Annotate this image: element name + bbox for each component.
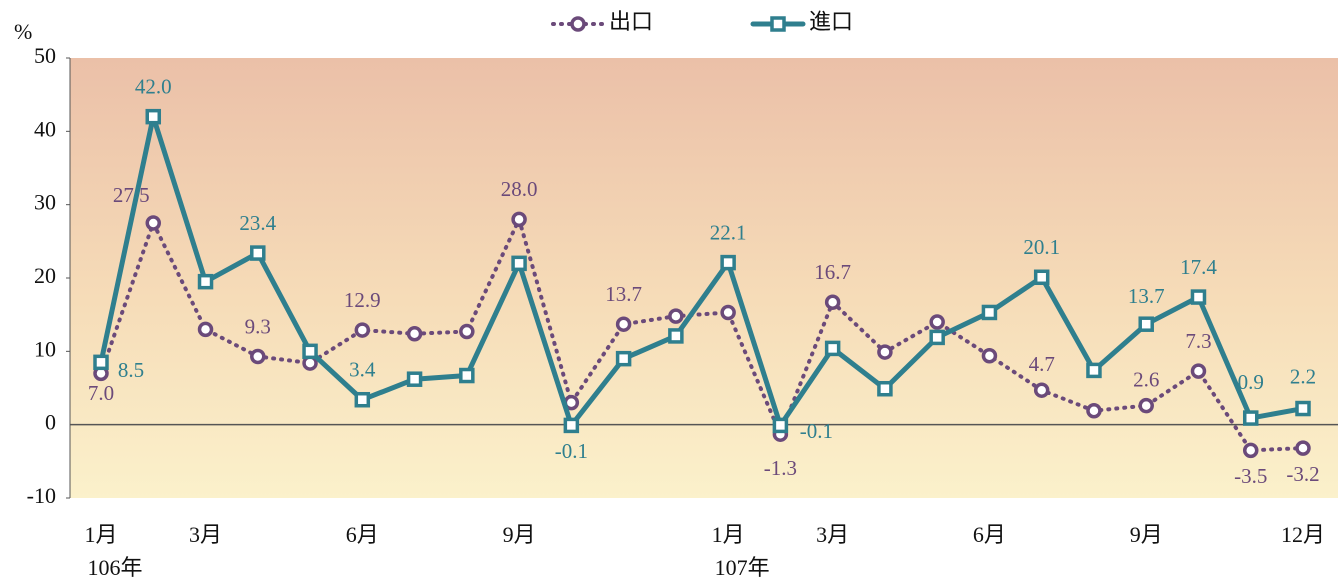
data-label: 7.3 [1185, 329, 1211, 353]
point [250, 348, 266, 365]
point [93, 354, 109, 371]
point [406, 325, 423, 342]
point [354, 391, 371, 408]
year-label: 106年 [87, 555, 142, 580]
point [1138, 397, 1154, 414]
point [877, 380, 893, 397]
data-label: 9.3 [245, 314, 271, 338]
point [459, 367, 475, 384]
point [1242, 442, 1259, 459]
data-label: -0.1 [555, 439, 588, 463]
data-label: 20.1 [1023, 235, 1060, 259]
y-tick-label: -10 [27, 483, 56, 508]
x-tick-label: 1月 [712, 522, 745, 547]
x-tick-label: 3月 [816, 522, 849, 547]
data-label: 7.0 [88, 381, 114, 405]
year-label: 107年 [715, 555, 770, 580]
point [1086, 402, 1102, 419]
y-tick-label: 30 [34, 190, 56, 215]
data-label: 12.9 [344, 288, 381, 312]
point [1033, 382, 1050, 398]
legend-label: 出口 [609, 9, 653, 34]
x-tick-label: 9月 [1130, 522, 1163, 547]
point [720, 254, 736, 271]
data-label: -1.3 [764, 456, 797, 480]
point [615, 316, 632, 332]
point [981, 347, 998, 364]
data-label: 22.1 [710, 220, 747, 244]
point [250, 245, 266, 261]
data-label: 23.4 [239, 211, 276, 235]
data-label: 27.5 [113, 183, 150, 207]
plot-area [70, 58, 1338, 498]
point [1295, 400, 1311, 417]
y-tick-label: 20 [34, 263, 56, 288]
data-label: 3.4 [349, 358, 376, 382]
data-label: 2.6 [1133, 367, 1159, 391]
y-tick-label: 10 [34, 336, 56, 361]
point [1086, 362, 1102, 379]
y-tick-label: 0 [45, 410, 56, 435]
x-tick-label: 6月 [346, 522, 379, 547]
data-label: 13.7 [605, 282, 642, 306]
point [929, 329, 945, 346]
data-label: 28.0 [501, 177, 538, 201]
point [877, 344, 893, 360]
data-label: 4.7 [1029, 352, 1055, 376]
point [772, 417, 789, 434]
data-label: 16.7 [814, 260, 851, 284]
point [511, 211, 527, 228]
point [668, 308, 684, 324]
point [563, 417, 580, 434]
point [1190, 289, 1207, 305]
point [981, 304, 998, 321]
point [824, 340, 841, 357]
y-tick-label: 50 [34, 43, 56, 68]
point [406, 371, 423, 387]
point [1295, 440, 1311, 456]
point [1033, 269, 1050, 286]
data-label: 13.7 [1128, 284, 1165, 308]
point [1190, 363, 1207, 379]
x-tick-label: 1月 [84, 522, 117, 547]
point [511, 255, 527, 272]
data-label: 0.9 [1238, 370, 1264, 394]
point [459, 323, 475, 340]
y-axis-label: % [14, 19, 32, 44]
series-line [99, 217, 1305, 453]
data-label: -3.5 [1234, 464, 1267, 488]
data-label: -0.1 [800, 419, 833, 443]
point [302, 343, 318, 360]
data-label: -3.2 [1286, 462, 1319, 486]
y-tick-label: 40 [34, 116, 56, 141]
legend-marker [770, 16, 786, 32]
point [1242, 410, 1259, 426]
point [720, 304, 736, 321]
point [354, 322, 371, 338]
point [1138, 316, 1154, 332]
data-label: 17.4 [1180, 255, 1217, 279]
data-label: 42.0 [135, 74, 172, 98]
x-tick-label: 3月 [189, 522, 222, 547]
point [668, 328, 684, 344]
series-line [98, 114, 1306, 428]
data-label: 8.5 [118, 358, 144, 382]
legend-marker [570, 16, 586, 32]
x-tick-label: 6月 [973, 522, 1006, 547]
point [197, 273, 214, 290]
point [145, 108, 162, 125]
point [929, 314, 945, 330]
legend-label: 進口 [809, 9, 853, 34]
point [197, 321, 214, 338]
point [824, 294, 841, 310]
point [145, 215, 162, 231]
x-tick-label: 9月 [503, 522, 536, 547]
data-label: 2.2 [1290, 364, 1316, 388]
x-tick-label: 12月 [1281, 522, 1325, 547]
point [615, 350, 632, 367]
